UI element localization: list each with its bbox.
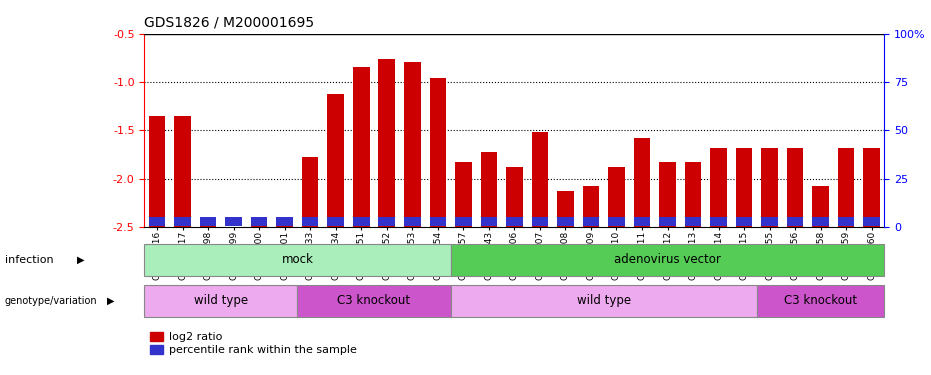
Bar bbox=[277, 225, 293, 227]
Bar bbox=[583, 186, 600, 227]
Text: infection: infection bbox=[5, 255, 53, 265]
Bar bbox=[608, 167, 625, 227]
Bar bbox=[328, 94, 344, 227]
Bar bbox=[480, 217, 497, 226]
Bar bbox=[787, 148, 803, 227]
Bar bbox=[583, 217, 600, 226]
Bar bbox=[353, 67, 370, 227]
Bar bbox=[684, 162, 701, 227]
Text: wild type: wild type bbox=[576, 294, 631, 307]
Text: ▶: ▶ bbox=[77, 255, 85, 265]
Text: GDS1826 / M200001695: GDS1826 / M200001695 bbox=[144, 16, 315, 30]
Bar bbox=[144, 285, 297, 317]
Bar bbox=[787, 217, 803, 226]
Bar bbox=[813, 186, 829, 227]
Bar bbox=[277, 217, 293, 226]
Text: adenovirus vector: adenovirus vector bbox=[614, 253, 721, 266]
Bar bbox=[429, 78, 446, 227]
Bar bbox=[557, 217, 573, 226]
Bar bbox=[659, 162, 676, 227]
Bar bbox=[429, 217, 446, 226]
Bar bbox=[451, 285, 757, 317]
Bar bbox=[353, 217, 370, 226]
Bar bbox=[762, 217, 778, 226]
Legend: log2 ratio, percentile rank within the sample: log2 ratio, percentile rank within the s… bbox=[150, 332, 357, 356]
Bar bbox=[532, 132, 548, 227]
Bar bbox=[762, 148, 778, 227]
Bar bbox=[225, 217, 242, 226]
Bar bbox=[634, 138, 650, 227]
Bar bbox=[757, 285, 884, 317]
Bar bbox=[480, 152, 497, 227]
Bar bbox=[302, 158, 318, 227]
Text: ▶: ▶ bbox=[107, 296, 115, 306]
Bar bbox=[863, 148, 880, 227]
Bar bbox=[455, 162, 472, 227]
Bar bbox=[200, 217, 216, 226]
Bar bbox=[149, 217, 166, 226]
Bar bbox=[379, 59, 395, 227]
Bar bbox=[404, 62, 421, 227]
Text: C3 knockout: C3 knockout bbox=[337, 294, 411, 307]
Bar bbox=[735, 217, 752, 226]
Bar bbox=[506, 217, 522, 226]
Bar bbox=[838, 217, 855, 226]
Bar bbox=[659, 217, 676, 226]
Bar bbox=[634, 217, 650, 226]
Bar bbox=[863, 217, 880, 226]
Text: C3 knockout: C3 knockout bbox=[784, 294, 857, 307]
Bar bbox=[735, 148, 752, 227]
Bar bbox=[451, 244, 884, 276]
Bar bbox=[297, 285, 451, 317]
Text: wild type: wild type bbox=[194, 294, 248, 307]
Bar bbox=[250, 217, 267, 226]
Bar bbox=[379, 217, 395, 226]
Bar bbox=[404, 217, 421, 226]
Bar bbox=[174, 217, 191, 226]
Text: mock: mock bbox=[281, 253, 314, 266]
Bar bbox=[506, 167, 522, 227]
Bar bbox=[813, 217, 829, 226]
Bar bbox=[557, 191, 573, 227]
Bar bbox=[684, 217, 701, 226]
Bar bbox=[328, 217, 344, 226]
Bar bbox=[710, 217, 727, 226]
Bar bbox=[710, 148, 727, 227]
Bar bbox=[250, 220, 267, 227]
Bar bbox=[200, 225, 216, 227]
Bar bbox=[174, 116, 191, 227]
Bar bbox=[455, 217, 472, 226]
Text: genotype/variation: genotype/variation bbox=[5, 296, 97, 306]
Bar bbox=[532, 217, 548, 226]
Bar bbox=[608, 217, 625, 226]
Bar bbox=[144, 244, 451, 276]
Bar bbox=[302, 217, 318, 226]
Bar bbox=[838, 148, 855, 227]
Bar bbox=[149, 116, 166, 227]
